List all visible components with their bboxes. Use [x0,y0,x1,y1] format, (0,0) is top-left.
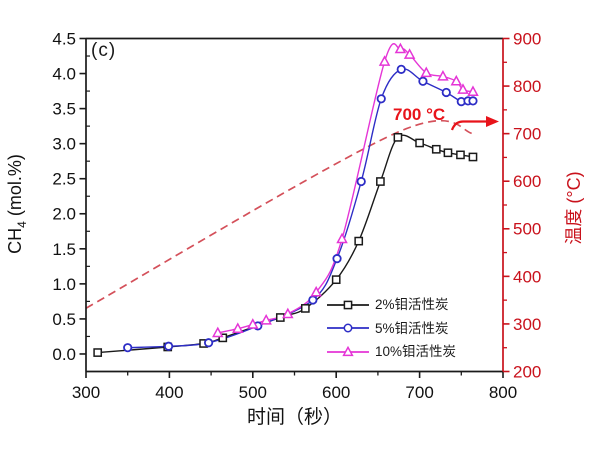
x-tick-label: 600 [322,383,350,402]
marker-circle [441,87,451,98]
marker-triangle [403,48,416,59]
marker-triangle [457,83,469,94]
y-left-tick-label: 4.5 [52,29,76,48]
legend-item-2pct: 2%钼活性炭 [327,293,456,317]
x-axis-title: 时间（秒） [246,407,342,428]
y-left-tick-label: 3.0 [52,135,76,154]
y-left-tick-label: 1.0 [52,275,76,294]
legend-label: 2%钼活性炭 [375,297,449,312]
marker-square [393,132,403,142]
marker-circle [163,341,174,351]
marker-circle [332,254,342,264]
temperature-line [85,119,474,309]
left-axis-title-unit: (mol.%) [5,154,26,222]
marker-square [300,304,310,313]
y-left-tick-label: 4.0 [52,65,76,84]
marker-square [218,333,228,343]
marker-square [331,275,341,285]
legend-marker-square-icon [343,300,353,310]
legend-item-10pct: 10%钼活性炭 [327,340,456,364]
legend-item-5pct: 5%钼活性炭 [327,317,456,341]
y-right-tick-label: 300 [513,315,541,334]
marker-square [431,144,441,154]
y-left-tick-label: 3.5 [52,100,76,119]
legend-swatch-triangle-icon [327,345,369,356]
marker-square [354,236,364,246]
marker-circle [203,338,214,348]
marker-triangle [282,307,294,319]
legend-label: 5%钼活性炭 [375,320,449,336]
legend-swatch-circle-icon [327,323,369,333]
marker-triangle [467,85,479,97]
panel-label: (c) [91,40,117,61]
right-axis-title: 温度 (°C) [564,171,584,245]
marker-circle [356,176,366,187]
marker-triangle [420,66,433,78]
y-right-tick-label: 200 [513,362,541,381]
marker-circle [396,64,406,74]
legend-marker-circle-icon [343,323,353,333]
y-right-tick-label: 900 [513,29,541,48]
y-right-tick-label: 400 [513,267,541,286]
marker-square [456,150,465,160]
legend-swatch-square-icon [327,300,369,310]
legend-marker-triangle-up-icon [342,345,354,356]
marker-triangle [310,285,322,297]
marker-square [415,138,424,148]
marker-triangle [450,74,463,86]
marker-triangle [232,322,244,333]
marker-square [468,152,478,162]
marker-circle [376,94,386,104]
legend-label: 10%钼活性炭 [375,344,457,359]
marker-circle [468,96,478,106]
y-right-tick-label: 500 [513,220,541,239]
y-right-tick-label: 800 [513,77,541,96]
marker-triangle [378,55,391,66]
marker-triangle [437,69,449,81]
y-left-tick-label: 2.5 [52,170,76,189]
marker-triangle [247,318,259,329]
x-tick-label: 300 [72,383,100,402]
temp-arrow-icon [450,120,487,131]
temperature-annotation: 700 °C [393,105,446,124]
y-right-tick-label: 700 [513,125,541,144]
marker-circle [123,343,133,353]
marker-circle [418,76,428,86]
marker-square [376,177,385,186]
marker-triangle [336,232,348,244]
x-tick-label: 700 [405,383,433,402]
x-tick-label: 400 [155,383,183,402]
y-right-tick-label: 600 [513,172,541,191]
marker-square [93,348,103,357]
y-left-tick-label: 0.5 [52,310,76,329]
left-axis-title: CH4 (mol.%) [5,154,29,254]
left-axis-title-text: CH [5,227,26,254]
marker-circle [308,295,318,305]
left-axis-title-subscript: 4 [14,221,29,228]
marker-triangle [260,313,272,325]
marker-square [443,148,453,158]
y-left-tick-label: 2.0 [52,205,76,224]
marker-triangle [394,42,407,54]
x-tick-label: 500 [239,383,267,402]
y-left-tick-label: 1.5 [52,240,76,259]
marker-triangle [212,326,224,338]
temp-arrowhead-icon [486,116,499,127]
y-left-tick-label: 0.0 [52,345,76,364]
x-tick-label: 800 [489,383,517,402]
legend: 2%钼活性炭 5%钼活性炭 10%钼活性炭 [327,293,456,364]
